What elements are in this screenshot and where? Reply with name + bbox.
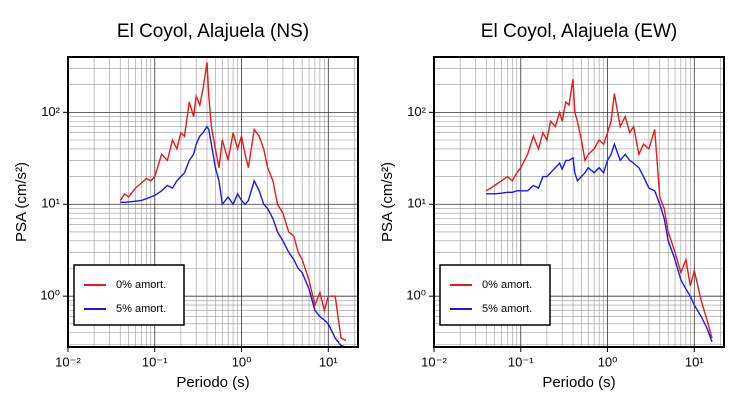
y-axis-label: PSA (cm/s²) <box>379 162 396 242</box>
legend-box <box>439 264 551 326</box>
x-tick-label: 10⁻² <box>421 354 447 369</box>
chart-title: El Coyol, Alajuela (EW) <box>481 21 677 42</box>
x-tick-label: 10⁰ <box>232 354 252 369</box>
y-tick-label: 10⁰ <box>40 288 60 303</box>
y-tick-label: 10¹ <box>407 196 426 211</box>
x-tick-label: 10⁻¹ <box>508 354 534 369</box>
axes-frame <box>433 56 725 348</box>
x-tick-label: 10⁻² <box>55 354 81 369</box>
legend-label: 5% amort. <box>116 303 166 315</box>
legend-label: 5% amort. <box>482 303 532 315</box>
chart-title: El Coyol, Alajuela (NS) <box>117 21 309 42</box>
y-tick-label: 10¹ <box>41 196 60 211</box>
data-line <box>486 142 713 342</box>
data-line <box>119 62 347 342</box>
x-tick-label: 10⁻¹ <box>142 354 168 369</box>
y-tick-label: 10⁰ <box>406 288 426 303</box>
y-tick-label: 10² <box>407 104 426 119</box>
legend-box <box>73 264 185 326</box>
y-axis-label: PSA (cm/s²) <box>13 162 30 242</box>
legend-label: 0% amort. <box>116 279 166 291</box>
x-tick-label: 10¹ <box>319 354 338 369</box>
data-line <box>485 78 713 339</box>
data-line <box>120 125 347 348</box>
x-axis-label: Periodo (s) <box>176 374 249 391</box>
x-tick-label: 10¹ <box>685 354 704 369</box>
legend-label: 0% amort. <box>482 279 532 291</box>
x-axis-label: Periodo (s) <box>542 374 615 391</box>
y-tick-label: 10² <box>41 104 60 119</box>
axes-frame <box>67 56 359 348</box>
x-tick-label: 10⁰ <box>598 354 618 369</box>
